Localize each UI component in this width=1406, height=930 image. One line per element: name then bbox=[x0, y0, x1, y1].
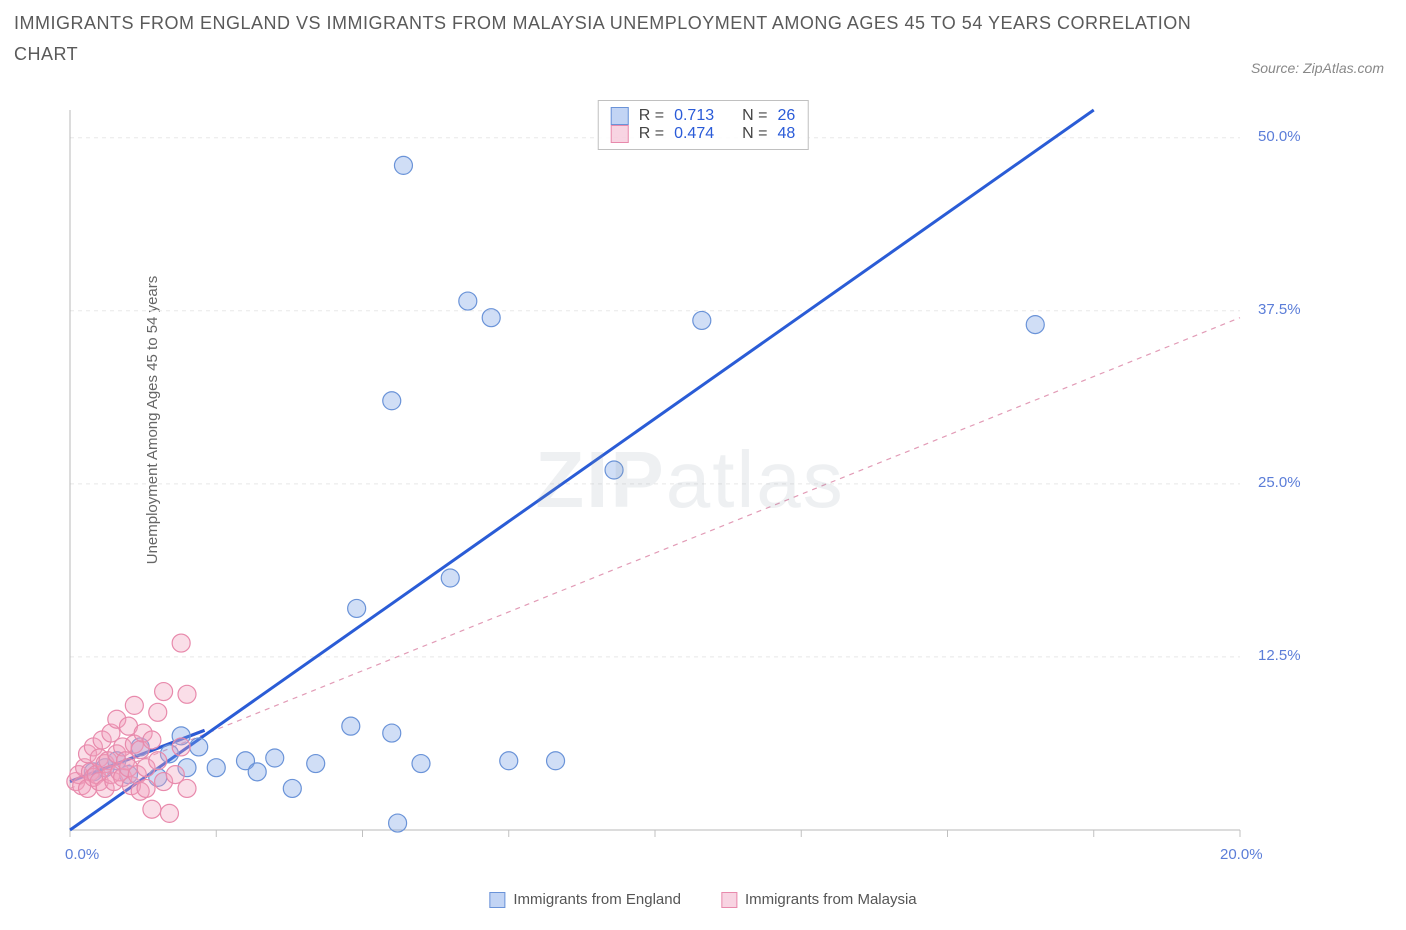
x-tick-label-min: 0.0% bbox=[65, 846, 99, 863]
source-attribution: Source: ZipAtlas.com bbox=[1251, 60, 1384, 76]
legend-swatch-england-icon bbox=[489, 892, 505, 908]
plot-area: ZIPatlas bbox=[60, 100, 1320, 860]
legend-swatch-england bbox=[611, 107, 629, 125]
legend-item-england: Immigrants from England bbox=[489, 891, 681, 908]
y-tick-label: 37.5% bbox=[1258, 301, 1301, 318]
legend-row-england: R = 0.713 N = 26 bbox=[611, 107, 796, 125]
series-legend: Immigrants from England Immigrants from … bbox=[489, 891, 916, 908]
scatter-chart-svg bbox=[60, 100, 1320, 860]
y-tick-label: 12.5% bbox=[1258, 647, 1301, 664]
legend-item-malaysia: Immigrants from Malaysia bbox=[721, 891, 917, 908]
legend-row-malaysia: R = 0.474 N = 48 bbox=[611, 125, 796, 143]
legend-r-value: 0.713 bbox=[674, 107, 714, 125]
legend-label: Immigrants from Malaysia bbox=[745, 891, 917, 908]
legend-r-value: 0.474 bbox=[674, 125, 714, 143]
legend-r-label: R = bbox=[639, 107, 664, 125]
chart-title: IMMIGRANTS FROM ENGLAND VS IMMIGRANTS FR… bbox=[14, 8, 1256, 69]
y-tick-label: 50.0% bbox=[1258, 128, 1301, 145]
correlation-legend: R = 0.713 N = 26 R = 0.474 N = 48 bbox=[598, 100, 809, 150]
legend-swatch-malaysia-icon bbox=[721, 892, 737, 908]
x-tick-label-max: 20.0% bbox=[1220, 846, 1263, 863]
chart-container: IMMIGRANTS FROM ENGLAND VS IMMIGRANTS FR… bbox=[0, 0, 1406, 930]
legend-r-label: R = bbox=[639, 125, 664, 143]
legend-swatch-malaysia bbox=[611, 125, 629, 143]
legend-label: Immigrants from England bbox=[513, 891, 681, 908]
legend-n-value: 26 bbox=[777, 107, 795, 125]
legend-n-value: 48 bbox=[777, 125, 795, 143]
legend-n-label: N = bbox=[742, 125, 767, 143]
legend-n-label: N = bbox=[742, 107, 767, 125]
y-tick-label: 25.0% bbox=[1258, 474, 1301, 491]
